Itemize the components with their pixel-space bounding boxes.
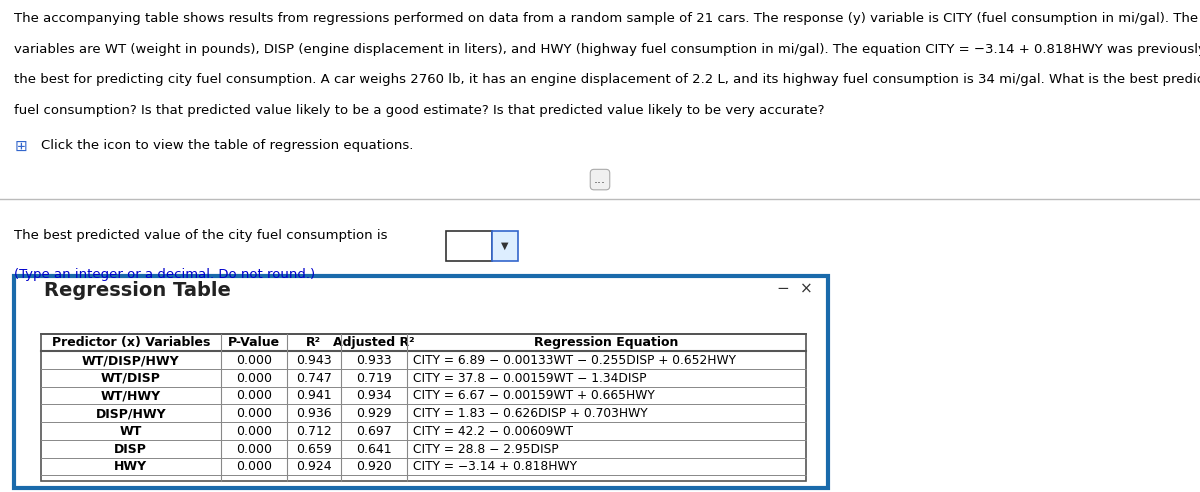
Text: The best predicted value of the city fuel consumption is: The best predicted value of the city fue…	[14, 229, 388, 242]
Text: ⊞: ⊞	[14, 139, 28, 154]
Text: 0.659: 0.659	[296, 443, 331, 456]
FancyBboxPatch shape	[41, 334, 806, 481]
Text: Adjusted R²: Adjusted R²	[332, 337, 415, 349]
Text: 0.933: 0.933	[356, 354, 391, 367]
Text: R²: R²	[306, 337, 322, 349]
Text: Predictor (x) Variables: Predictor (x) Variables	[52, 337, 210, 349]
Text: 0.719: 0.719	[356, 372, 391, 385]
Text: CITY = 6.89 − 0.00133WT − 0.255DISP + 0.652HWY: CITY = 6.89 − 0.00133WT − 0.255DISP + 0.…	[413, 354, 736, 367]
Text: 0.712: 0.712	[296, 425, 331, 438]
Text: ×: ×	[800, 281, 812, 296]
Text: WT: WT	[120, 425, 142, 438]
Text: 0.697: 0.697	[356, 425, 391, 438]
Text: (Type an integer or a decimal. Do not round.): (Type an integer or a decimal. Do not ro…	[14, 268, 316, 281]
Text: 0.000: 0.000	[235, 461, 271, 473]
Text: The accompanying table shows results from regressions performed on data from a r: The accompanying table shows results fro…	[14, 12, 1200, 25]
FancyBboxPatch shape	[446, 231, 492, 261]
FancyBboxPatch shape	[492, 231, 518, 261]
Text: CITY = 6.67 − 0.00159WT + 0.665HWY: CITY = 6.67 − 0.00159WT + 0.665HWY	[413, 390, 654, 402]
Text: 0.943: 0.943	[296, 354, 331, 367]
Text: CITY = −3.14 + 0.818HWY: CITY = −3.14 + 0.818HWY	[413, 461, 577, 473]
Text: HWY: HWY	[114, 461, 148, 473]
Text: −: −	[776, 281, 788, 296]
Text: WT/HWY: WT/HWY	[101, 390, 161, 402]
Text: Regression Table: Regression Table	[44, 281, 232, 301]
Text: Regression Equation: Regression Equation	[534, 337, 679, 349]
Text: 0.924: 0.924	[296, 461, 331, 473]
Text: 0.936: 0.936	[296, 407, 331, 420]
Text: 0.941: 0.941	[296, 390, 331, 402]
Text: 0.747: 0.747	[296, 372, 331, 385]
Text: WT/DISP/HWY: WT/DISP/HWY	[82, 354, 180, 367]
Text: 0.000: 0.000	[235, 443, 271, 456]
Text: 0.929: 0.929	[356, 407, 391, 420]
Text: fuel consumption? Is that predicted value likely to be a good estimate? Is that : fuel consumption? Is that predicted valu…	[14, 104, 824, 117]
Text: ▼: ▼	[502, 241, 509, 251]
Text: 0.000: 0.000	[235, 372, 271, 385]
Text: 0.000: 0.000	[235, 354, 271, 367]
Text: CITY = 42.2 − 0.00609WT: CITY = 42.2 − 0.00609WT	[413, 425, 572, 438]
Text: 0.641: 0.641	[356, 443, 391, 456]
Text: DISP: DISP	[114, 443, 148, 456]
Text: Click the icon to view the table of regression equations.: Click the icon to view the table of regr…	[41, 139, 413, 152]
Text: variables are WT (weight in pounds), DISP (engine displacement in liters), and H: variables are WT (weight in pounds), DIS…	[14, 43, 1200, 56]
Text: WT/DISP: WT/DISP	[101, 372, 161, 385]
Text: the best for predicting city fuel consumption. A car weighs 2760 lb, it has an e: the best for predicting city fuel consum…	[14, 73, 1200, 86]
Text: DISP/HWY: DISP/HWY	[96, 407, 166, 420]
Text: ...: ...	[594, 173, 606, 186]
Text: CITY = 28.8 − 2.95DISP: CITY = 28.8 − 2.95DISP	[413, 443, 558, 456]
Text: CITY = 1.83 − 0.626DISP + 0.703HWY: CITY = 1.83 − 0.626DISP + 0.703HWY	[413, 407, 648, 420]
Text: CITY = 37.8 − 0.00159WT − 1.34DISP: CITY = 37.8 − 0.00159WT − 1.34DISP	[413, 372, 647, 385]
FancyBboxPatch shape	[14, 276, 828, 488]
Text: 0.000: 0.000	[235, 407, 271, 420]
Text: 0.000: 0.000	[235, 390, 271, 402]
Text: 0.934: 0.934	[356, 390, 391, 402]
Text: 0.000: 0.000	[235, 425, 271, 438]
Text: P-Value: P-Value	[228, 337, 280, 349]
Text: 0.920: 0.920	[356, 461, 391, 473]
